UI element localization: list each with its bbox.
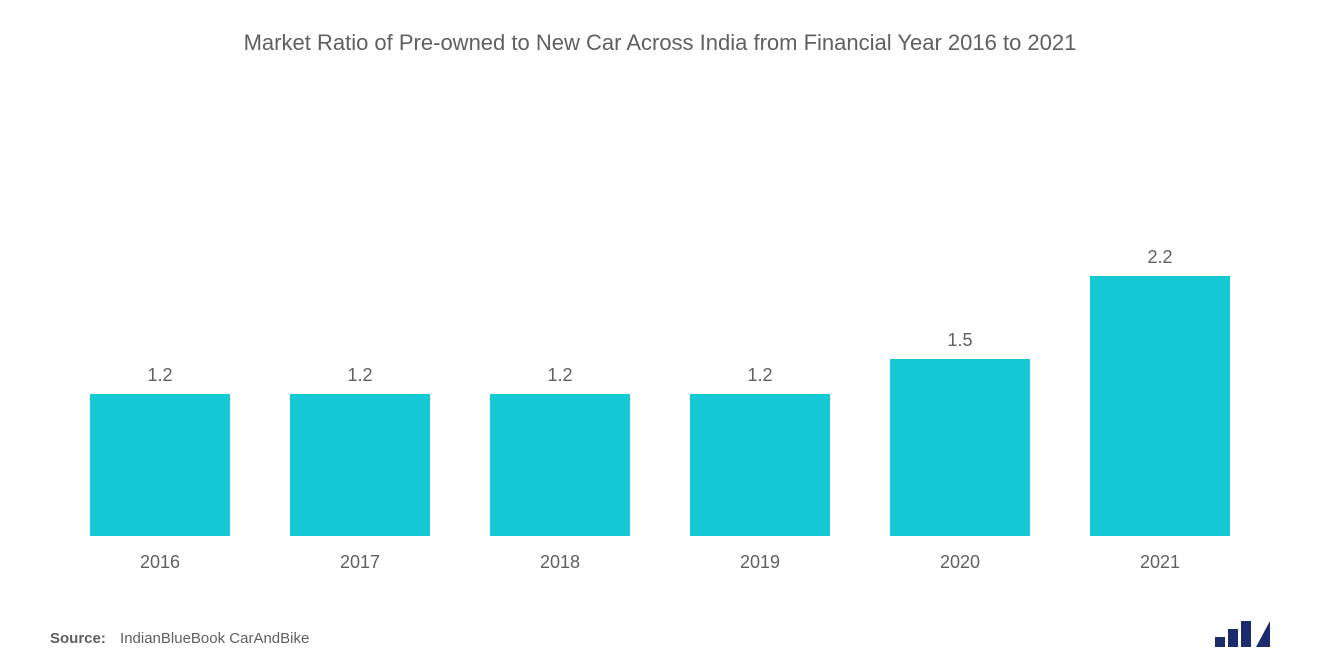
bar-value-label: 1.5 <box>947 330 972 351</box>
logo-bar-icon <box>1215 637 1225 647</box>
bar-group: 1.5 <box>890 330 1030 536</box>
bar <box>1090 276 1230 536</box>
chart-container: Market Ratio of Pre-owned to New Car Acr… <box>0 0 1320 665</box>
bar-value-label: 1.2 <box>147 365 172 386</box>
logo-bar-icon <box>1241 621 1251 647</box>
bar <box>90 394 230 536</box>
x-axis-tick: 2017 <box>290 552 430 573</box>
bar <box>490 394 630 536</box>
logo-wedge-icon <box>1256 621 1270 647</box>
brand-logo <box>1215 621 1270 647</box>
bar-group: 1.2 <box>290 365 430 536</box>
bar-group: 1.2 <box>90 365 230 536</box>
source-label: Source: <box>50 630 106 647</box>
logo-bar-icon <box>1228 629 1238 647</box>
chart-title: Market Ratio of Pre-owned to New Car Acr… <box>50 20 1270 66</box>
bar-value-label: 1.2 <box>347 365 372 386</box>
plot-area: 1.2 1.2 1.2 1.2 1.5 2.2 <box>50 76 1270 536</box>
source-text: IndianBlueBook CarAndBike <box>120 630 309 647</box>
bar <box>290 394 430 536</box>
bar <box>690 394 830 536</box>
bar-value-label: 1.2 <box>747 365 772 386</box>
x-axis-tick: 2020 <box>890 552 1030 573</box>
x-axis-tick: 2021 <box>1090 552 1230 573</box>
bar-group: 1.2 <box>490 365 630 536</box>
x-axis-tick: 2016 <box>90 552 230 573</box>
bar-group: 2.2 <box>1090 247 1230 536</box>
bar-value-label: 1.2 <box>547 365 572 386</box>
bar-value-label: 2.2 <box>1147 247 1172 268</box>
bar-group: 1.2 <box>690 365 830 536</box>
bar <box>890 359 1030 536</box>
x-axis: 2016 2017 2018 2019 2020 2021 <box>50 552 1270 573</box>
chart-footer: Source: IndianBlueBook CarAndBike <box>50 621 1270 647</box>
source-line: Source: IndianBlueBook CarAndBike <box>50 630 309 647</box>
x-axis-tick: 2019 <box>690 552 830 573</box>
x-axis-tick: 2018 <box>490 552 630 573</box>
